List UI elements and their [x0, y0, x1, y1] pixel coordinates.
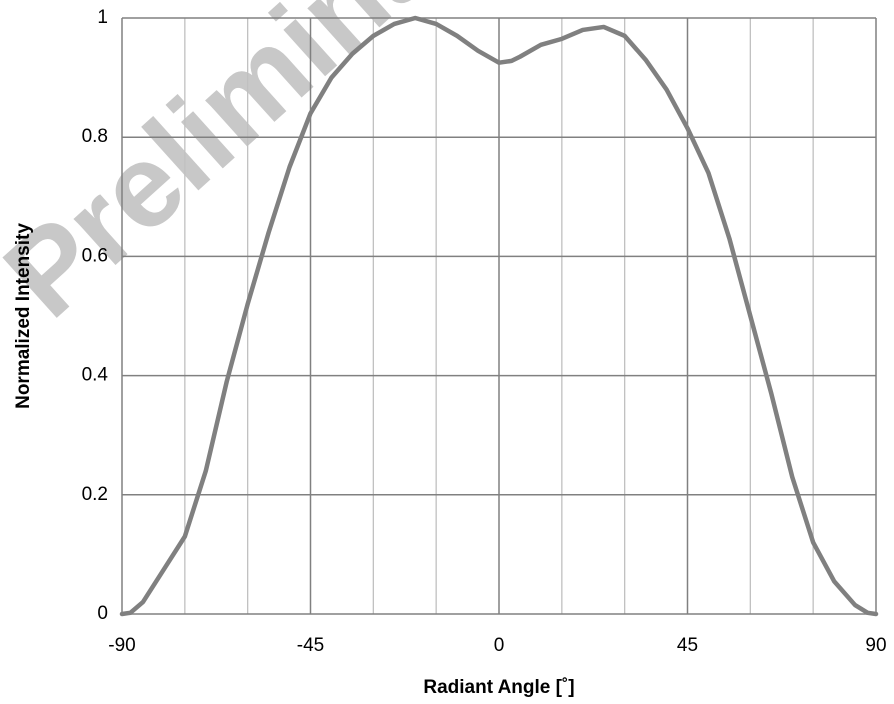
watermark: Preliminary: [0, 0, 546, 342]
y-axis-title: Normalized Intensity: [13, 223, 34, 409]
x-tick-label: 0: [494, 635, 505, 656]
x-tick-label: -45: [297, 635, 324, 656]
x-tick-label: 90: [865, 635, 886, 656]
x-tick-label: -90: [108, 635, 135, 656]
y-tick-label: 0.2: [82, 484, 108, 505]
y-tick-label: 0.4: [82, 365, 109, 386]
y-tick-label: 0: [97, 603, 108, 624]
y-tick-label: 1: [97, 7, 108, 28]
y-tick-label: 0.6: [82, 245, 108, 266]
x-axis-title: Radiant Angle [˚]: [423, 677, 574, 698]
data-line: [119, 15, 879, 617]
y-tick-label: 0.8: [82, 126, 108, 147]
x-tick-label: 45: [677, 635, 698, 656]
